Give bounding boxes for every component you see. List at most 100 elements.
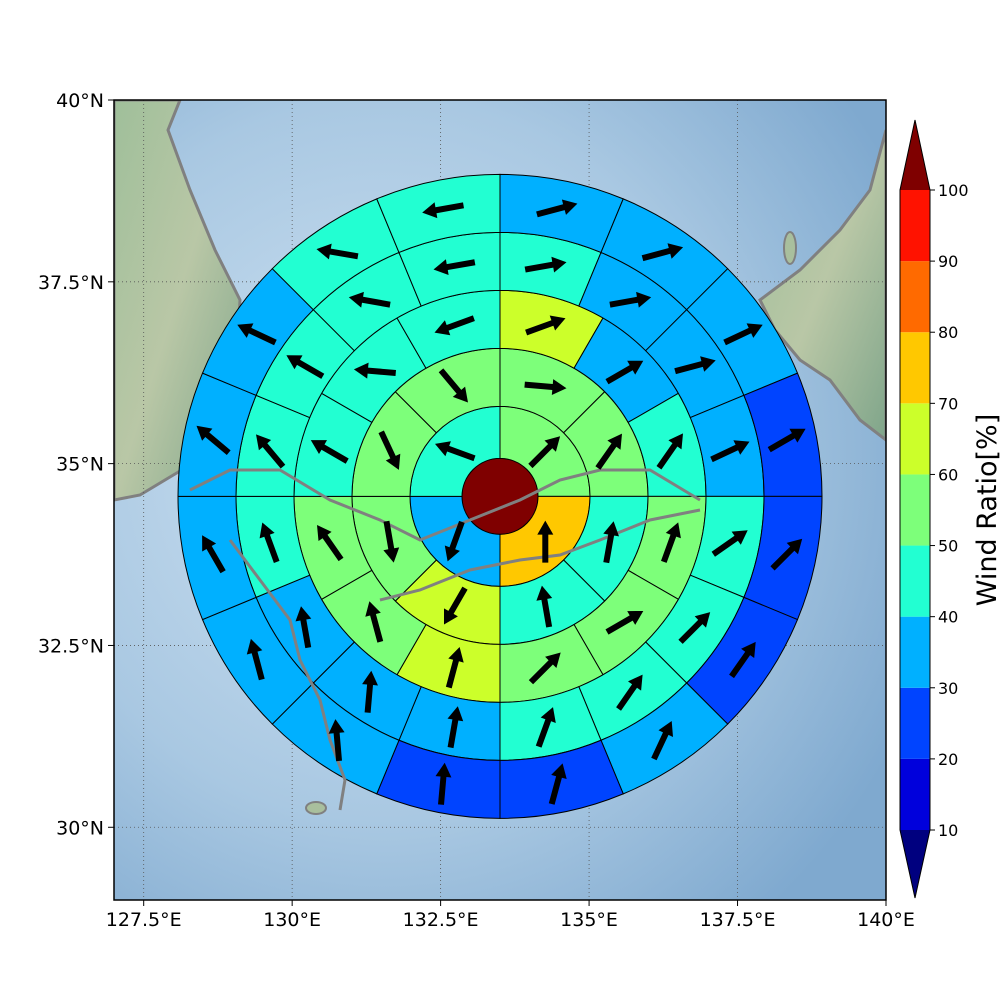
wind-arrow: [434, 315, 475, 336]
wind-arrow: [723, 323, 763, 346]
wind-arrow: [310, 440, 349, 464]
wind-arrow: [537, 520, 554, 563]
colorbar-under-arrow: [900, 830, 930, 898]
wind-arrow: [196, 425, 231, 455]
wind-arrow: [674, 356, 716, 375]
colorbar-segment: [900, 261, 930, 333]
wind-arrow: [316, 243, 359, 260]
y-tick-label: 40°N: [56, 90, 104, 112]
y-axis-ticks: 30°N 32.5°N 35°N 37.5°N 40°N: [38, 90, 114, 839]
wind-arrow: [595, 433, 622, 470]
wind-arrow: [378, 430, 401, 470]
y-tick-label: 35°N: [56, 454, 104, 476]
wind-arrow: [444, 586, 468, 625]
wind-arrow: [433, 259, 476, 275]
colorbar-tick-label: 40: [938, 608, 958, 627]
y-tick-label: 32.5°N: [38, 635, 104, 657]
wind-arrow: [536, 585, 553, 628]
coastline-kyushu: [228, 539, 347, 811]
wind-arrow: [348, 291, 391, 308]
wind-arrow: [328, 719, 345, 762]
colorbar-segment: [900, 332, 930, 404]
colorbar-segment: [900, 687, 930, 759]
wind-arrow: [246, 638, 265, 681]
coastline-shikoku: [379, 508, 701, 602]
y-tick-label: 37.5°N: [38, 272, 104, 294]
wind-arrow: [711, 530, 748, 557]
wind-arrow: [651, 721, 673, 761]
wind-arrow: [661, 522, 681, 563]
wind-arrow: [528, 436, 561, 469]
x-tick-label: 130°E: [263, 909, 321, 931]
sector-cell: [376, 173, 501, 254]
wind-arrow: [603, 521, 619, 564]
wind-arrow: [641, 243, 684, 262]
wind-arrow: [770, 538, 803, 571]
colorbar-tick-label: 30: [938, 679, 958, 698]
wind-arrow: [295, 606, 312, 649]
wind-arrow: [525, 315, 566, 336]
island: [305, 801, 327, 815]
colorbar-tick-label: 100: [938, 181, 969, 200]
wind-arrow: [524, 379, 567, 395]
wind-arrow: [259, 522, 280, 563]
wind-arrow: [656, 433, 683, 470]
x-tick-label: 140°E: [857, 909, 915, 931]
x-tick-label: 132.5°E: [403, 909, 479, 931]
wind-arrow: [524, 256, 567, 273]
wind-arrow: [383, 520, 400, 563]
wind-arrow: [710, 440, 750, 463]
colorbar-tick-label: 90: [938, 252, 958, 271]
wind-arrow: [365, 601, 384, 643]
x-tick-label: 127.5°E: [106, 909, 182, 931]
coastline-overlay: [189, 468, 701, 811]
colorbar-segment: [900, 190, 930, 262]
colorbar-segment: [900, 616, 930, 688]
plot-frame: [113, 99, 887, 901]
wind-arrow: [286, 355, 325, 379]
wind-arrow: [548, 763, 567, 805]
coastline-honshu-south: [189, 468, 701, 542]
wind-arrow: [435, 441, 476, 462]
colorbar-segment: [900, 474, 930, 546]
wind-arrow: [202, 535, 226, 574]
wind-arrow: [767, 428, 806, 453]
colorbar-segment: [900, 758, 930, 830]
colorbar-segment: [900, 545, 930, 617]
wind-arrow: [237, 323, 277, 346]
wind-arrow: [447, 706, 464, 749]
wind-arrow: [605, 360, 644, 385]
wind-arrow: [528, 652, 561, 685]
wind-arrow: [536, 199, 578, 218]
wind-arrow: [535, 707, 556, 748]
wind-arrow: [435, 762, 452, 805]
colorbar-label: Wind Ratio[%]: [972, 414, 1000, 606]
wind-arrow: [605, 611, 644, 635]
x-axis-ticks: 127.5°E 130°E 132.5°E 135°E 137.5°E 140°E: [106, 900, 915, 931]
colorbar-tick-label: 80: [938, 323, 958, 342]
x-tick-label: 135°E: [560, 909, 618, 931]
colorbar-tick-label: 20: [938, 750, 958, 769]
wind-arrow: [317, 525, 344, 562]
wind-ratio-sectors: [177, 173, 823, 819]
colorbar-tick-label: 10: [938, 821, 958, 840]
wind-arrow: [256, 434, 286, 469]
wind-arrow: [616, 674, 643, 711]
colorbar-tick-label: 70: [938, 394, 958, 413]
wind-arrow: [729, 641, 756, 679]
wind-arrow: [609, 291, 652, 308]
y-tick-label: 30°N: [56, 817, 104, 839]
wind-arrow: [362, 670, 378, 713]
wind-arrow: [678, 612, 711, 644]
wind-arrow: [438, 368, 468, 403]
colorbar-segment: [900, 403, 930, 475]
colorbar-over-arrow: [900, 120, 930, 190]
wind-arrow: [422, 202, 464, 219]
x-tick-label: 137.5°E: [700, 909, 776, 931]
wind-vectors: [196, 199, 806, 805]
wind-arrow: [445, 647, 464, 689]
island: [783, 231, 797, 265]
colorbar-tick-label: 50: [938, 537, 958, 556]
colorbar-tick-label: 60: [938, 465, 958, 484]
